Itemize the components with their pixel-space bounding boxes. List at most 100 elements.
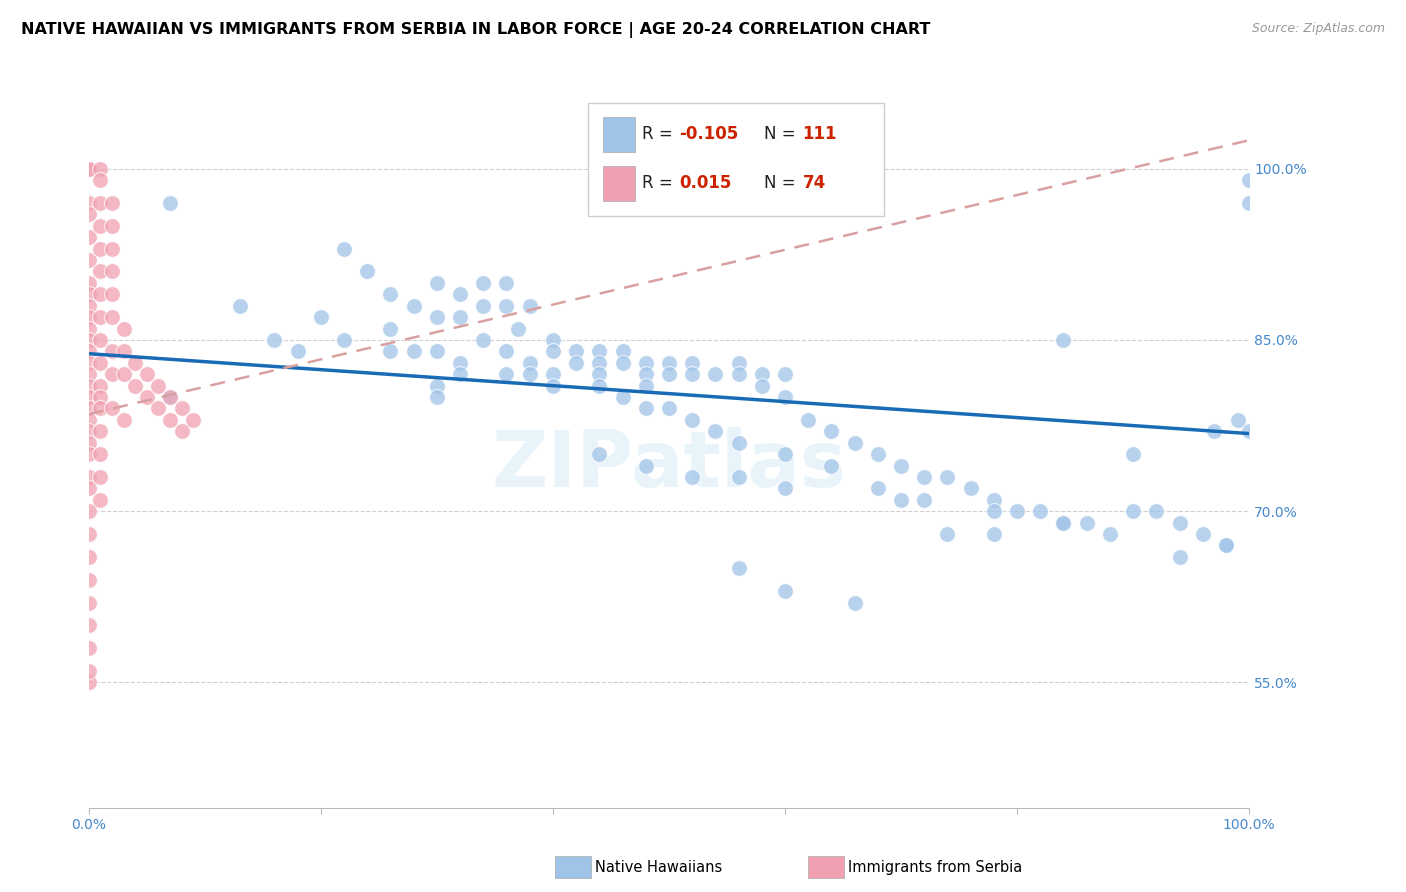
- Point: [101, 264, 124, 278]
- Point: [101, 287, 124, 301]
- Point: [912, 492, 935, 507]
- Point: [89, 401, 111, 416]
- Point: [89, 333, 111, 347]
- Point: [449, 356, 471, 370]
- Text: NATIVE HAWAIIAN VS IMMIGRANTS FROM SERBIA IN LABOR FORCE | AGE 20-24 CORRELATION: NATIVE HAWAIIAN VS IMMIGRANTS FROM SERBI…: [21, 22, 931, 38]
- Point: [1029, 504, 1052, 518]
- Point: [506, 321, 529, 335]
- Text: Source: ZipAtlas.com: Source: ZipAtlas.com: [1251, 22, 1385, 36]
- Text: 0.015: 0.015: [679, 174, 731, 193]
- Point: [472, 333, 495, 347]
- Point: [773, 482, 796, 496]
- Point: [77, 310, 100, 325]
- Point: [77, 618, 100, 632]
- Point: [77, 161, 100, 176]
- Point: [844, 435, 866, 450]
- Point: [77, 321, 100, 335]
- Point: [681, 356, 703, 370]
- Point: [612, 390, 634, 404]
- Point: [89, 390, 111, 404]
- Point: [727, 561, 749, 575]
- Point: [159, 390, 181, 404]
- FancyBboxPatch shape: [603, 166, 636, 201]
- Point: [77, 549, 100, 564]
- Point: [1168, 549, 1191, 564]
- Point: [866, 447, 889, 461]
- Point: [1237, 425, 1260, 439]
- Text: 74: 74: [803, 174, 825, 193]
- Point: [959, 482, 981, 496]
- Point: [588, 356, 610, 370]
- Point: [727, 368, 749, 382]
- Point: [565, 356, 588, 370]
- Point: [634, 368, 657, 382]
- Text: N =: N =: [763, 126, 801, 144]
- Point: [1215, 538, 1237, 552]
- Point: [797, 413, 820, 427]
- Point: [77, 482, 100, 496]
- Point: [77, 344, 100, 359]
- Point: [612, 356, 634, 370]
- Point: [77, 299, 100, 313]
- Point: [77, 435, 100, 450]
- Point: [1122, 504, 1144, 518]
- Point: [228, 299, 250, 313]
- Point: [77, 333, 100, 347]
- Point: [77, 527, 100, 541]
- Point: [77, 161, 100, 176]
- Point: [89, 264, 111, 278]
- Point: [380, 344, 402, 359]
- Text: ZIPatlas: ZIPatlas: [492, 426, 846, 502]
- Point: [727, 470, 749, 484]
- Point: [634, 356, 657, 370]
- Point: [263, 333, 285, 347]
- Text: R =: R =: [643, 126, 678, 144]
- Point: [588, 378, 610, 392]
- Point: [519, 356, 541, 370]
- Point: [866, 482, 889, 496]
- Point: [333, 242, 356, 256]
- Point: [681, 413, 703, 427]
- Point: [1052, 516, 1074, 530]
- Point: [890, 492, 912, 507]
- Point: [77, 425, 100, 439]
- Point: [77, 595, 100, 609]
- Point: [77, 230, 100, 244]
- Point: [1076, 516, 1098, 530]
- Point: [380, 321, 402, 335]
- Point: [402, 344, 425, 359]
- Point: [495, 344, 517, 359]
- Point: [101, 344, 124, 359]
- Point: [426, 378, 449, 392]
- Point: [287, 344, 309, 359]
- Point: [380, 287, 402, 301]
- Point: [159, 196, 181, 211]
- Point: [890, 458, 912, 473]
- Point: [1226, 413, 1249, 427]
- Text: Immigrants from Serbia: Immigrants from Serbia: [848, 860, 1022, 874]
- Point: [402, 299, 425, 313]
- Point: [77, 675, 100, 690]
- Point: [519, 368, 541, 382]
- Point: [89, 161, 111, 176]
- Point: [519, 299, 541, 313]
- Point: [89, 310, 111, 325]
- Point: [773, 368, 796, 382]
- Point: [101, 310, 124, 325]
- Point: [588, 447, 610, 461]
- Point: [1168, 516, 1191, 530]
- Point: [565, 344, 588, 359]
- Point: [541, 344, 564, 359]
- Point: [1122, 447, 1144, 461]
- Point: [588, 344, 610, 359]
- Point: [77, 207, 100, 221]
- Point: [541, 333, 564, 347]
- Point: [495, 368, 517, 382]
- Point: [1204, 425, 1226, 439]
- Point: [658, 356, 681, 370]
- Point: [148, 378, 170, 392]
- Point: [89, 173, 111, 187]
- Point: [112, 321, 135, 335]
- Point: [472, 276, 495, 290]
- Point: [912, 470, 935, 484]
